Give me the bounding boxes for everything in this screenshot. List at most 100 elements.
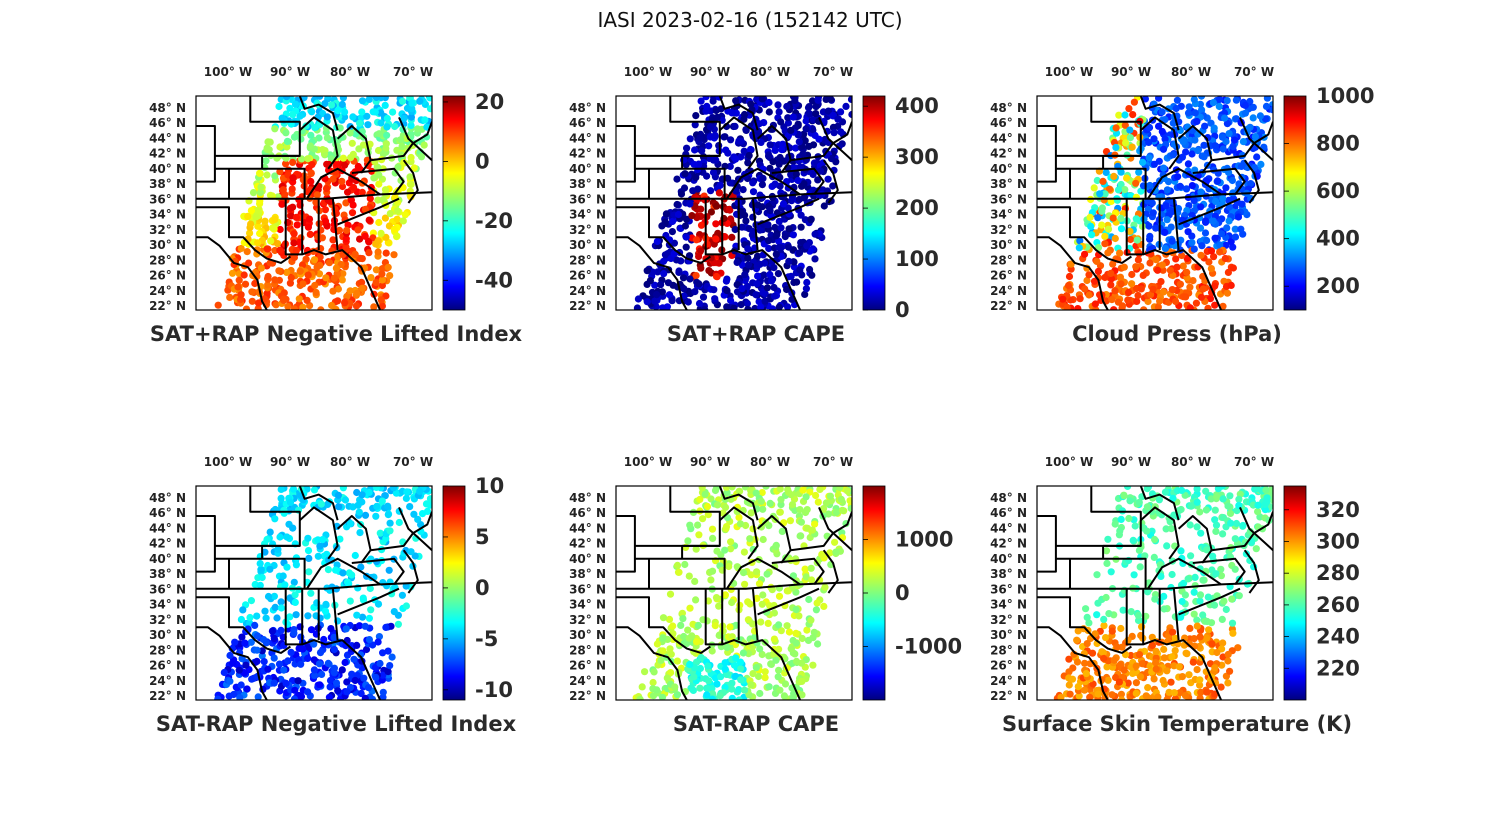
swath-point	[387, 520, 394, 527]
swath-point	[697, 265, 704, 272]
latitude-tick-label: 46° N	[569, 116, 606, 130]
swath-point	[785, 258, 792, 265]
swath-point	[1116, 679, 1123, 686]
swath-point	[1159, 128, 1166, 135]
latitude-tick-label: 22° N	[990, 299, 1027, 313]
swath-point	[1105, 610, 1112, 617]
longitude-tick-label: 70° W	[813, 65, 853, 79]
swath-point	[1074, 658, 1081, 665]
swath-point	[214, 696, 221, 703]
swath-point	[704, 503, 711, 510]
swath-point	[1220, 598, 1227, 605]
colorbar-tick-label: 1000	[895, 528, 953, 552]
swath-point	[1164, 216, 1171, 223]
swath-point	[1179, 673, 1186, 680]
swath-point	[236, 277, 243, 284]
swath-point	[1197, 530, 1204, 537]
swath-point	[1150, 286, 1157, 293]
swath-point	[1129, 111, 1136, 118]
swath-point	[1075, 683, 1082, 690]
swath-point	[790, 114, 797, 121]
swath-point	[280, 296, 287, 303]
swath-point	[1179, 154, 1186, 161]
swath-point	[1212, 570, 1219, 577]
swath-point	[375, 181, 382, 188]
swath-point	[747, 681, 754, 688]
panel-title: SAT+RAP CAPE	[667, 322, 845, 346]
swath-point	[686, 605, 693, 612]
swath-point	[1153, 648, 1160, 655]
swath-point	[1253, 545, 1260, 552]
swath-point	[698, 147, 705, 154]
swath-point	[1182, 591, 1189, 598]
swath-point	[1210, 218, 1217, 225]
swath-point	[370, 174, 377, 181]
swath-point	[307, 142, 314, 149]
latitude-tick-label: 26° N	[990, 659, 1027, 673]
swath-point	[776, 108, 783, 115]
swath-point	[686, 635, 693, 642]
swath-point	[1137, 673, 1144, 680]
latitude-tick-label: 48° N	[990, 491, 1027, 505]
swath-point	[1197, 252, 1204, 259]
swath-point	[256, 170, 263, 177]
latitude-tick-label: 30° N	[569, 238, 606, 252]
swath-point	[796, 266, 803, 273]
swath-point	[1113, 124, 1120, 131]
latitude-tick-label: 30° N	[569, 628, 606, 642]
swath-point	[372, 674, 379, 681]
longitude-tick-label: 70° W	[393, 65, 433, 79]
swath-point	[289, 204, 296, 211]
swath-point	[248, 597, 255, 604]
latitude-tick-label: 28° N	[569, 643, 606, 657]
swath-point	[236, 667, 243, 674]
swath-point	[1131, 571, 1138, 578]
swath-point	[1082, 605, 1089, 612]
swath-point	[1085, 291, 1092, 298]
swath-point	[1140, 272, 1147, 279]
swath-point	[1183, 650, 1190, 657]
swath-point	[287, 499, 294, 506]
swath-point	[838, 496, 845, 503]
swath-point	[635, 295, 642, 302]
swath-point	[288, 649, 295, 656]
swath-point	[665, 279, 672, 286]
swath-point	[335, 503, 342, 510]
swath-point	[1228, 596, 1235, 603]
swath-point	[1174, 97, 1181, 104]
swath-point	[1081, 251, 1088, 258]
swath-point	[1146, 259, 1153, 266]
swath-point	[331, 275, 338, 282]
latitude-tick-label: 32° N	[990, 223, 1027, 237]
swath-point	[1263, 103, 1270, 110]
swath-point	[372, 513, 379, 520]
swath-point	[756, 690, 763, 697]
swath-point	[416, 488, 423, 495]
swath-point	[809, 634, 816, 641]
swath-point	[347, 154, 354, 161]
swath-point	[1252, 133, 1259, 140]
swath-point	[1232, 535, 1239, 542]
swath-point	[408, 154, 415, 161]
swath-point	[315, 553, 322, 560]
swath-point	[776, 687, 783, 694]
swath-point	[1194, 499, 1201, 506]
swath-point	[292, 101, 299, 108]
swath-point	[747, 600, 754, 607]
swath-point	[382, 186, 389, 193]
colorbar-tick-label: 220	[1316, 656, 1360, 680]
swath-point	[1226, 217, 1233, 224]
swath-point	[365, 249, 372, 256]
swath-point	[659, 635, 666, 642]
swath-point	[740, 649, 747, 656]
longitude-tick-label: 80° W	[330, 455, 370, 469]
swath-point	[1134, 292, 1141, 299]
swath-point	[765, 237, 772, 244]
swath-point	[794, 177, 801, 184]
swath-point	[231, 639, 238, 646]
swath-point	[664, 674, 671, 681]
swath-point	[367, 274, 374, 281]
swath-point	[353, 642, 360, 649]
swath-point	[215, 302, 222, 309]
swath-point	[1169, 286, 1176, 293]
